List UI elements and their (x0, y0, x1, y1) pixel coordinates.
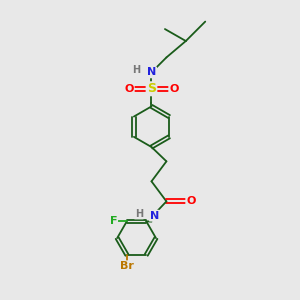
Text: N: N (147, 68, 156, 77)
Text: N: N (150, 211, 159, 221)
Text: O: O (186, 196, 196, 206)
Text: F: F (110, 216, 117, 226)
Text: O: O (169, 84, 178, 94)
Text: H: H (135, 208, 143, 219)
Text: H: H (132, 65, 140, 75)
Text: O: O (124, 84, 134, 94)
Text: S: S (147, 82, 156, 95)
Text: Br: Br (120, 261, 134, 271)
